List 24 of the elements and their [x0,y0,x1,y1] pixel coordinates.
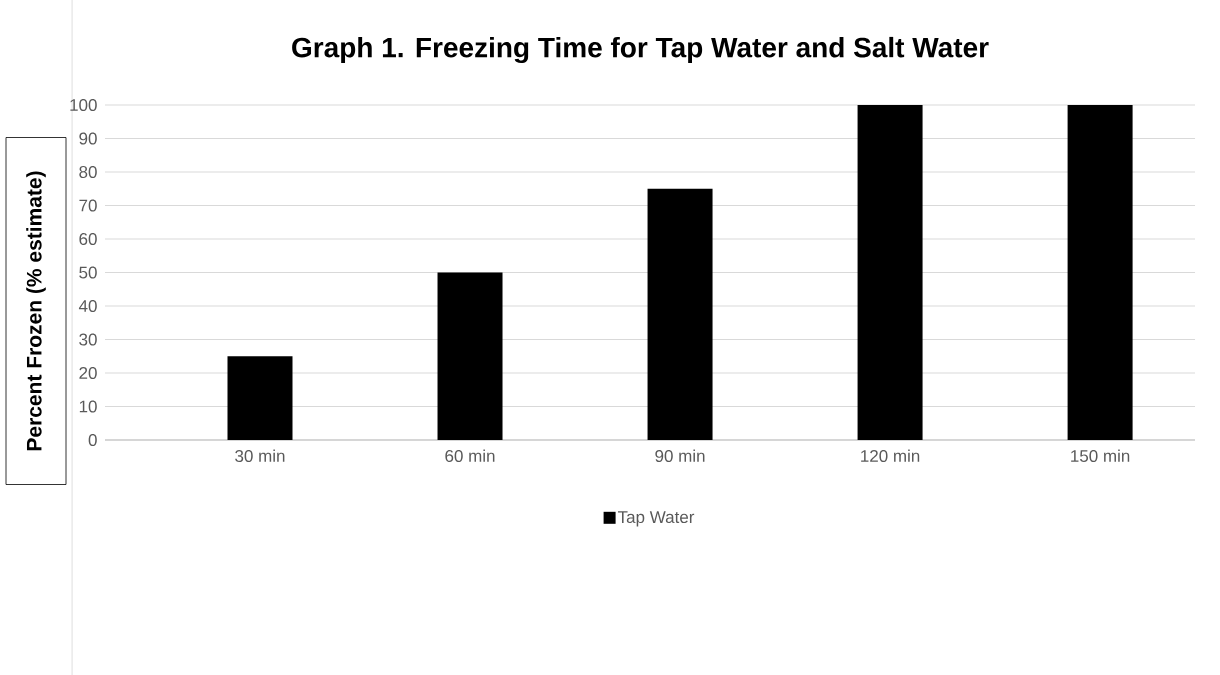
y-tick-label: 60 [79,232,97,246]
legend-label: Tap Water [617,511,695,527]
chart-title: Graph 1. Freezing Time for Tap Water and Salt Water [292,36,989,64]
y-tick-label: 30 [79,333,97,346]
y-tick-label: 50 [79,266,97,279]
y-tick-label: 70 [79,199,97,212]
x-tick-label: 60 min [445,449,495,463]
y-tick-label: 40 [78,299,97,313]
bar [1067,105,1133,441]
y-tick-label: 90 [79,132,97,145]
x-tick-label: 120 min [861,449,920,463]
bar [227,356,293,441]
bar [647,188,713,441]
x-tick-label: 90 min [655,449,705,463]
y-tick-label: 0 [88,433,97,447]
y-tick-label: 20 [79,366,97,380]
y-tick-label: 80 [79,165,97,179]
x-tick-label: 150 min [1071,449,1130,463]
y-tick-label: 100 [70,98,97,112]
y-tick-label: 10 [79,400,97,413]
x-tick-label: 30 min [235,449,285,463]
y-axis-title: Percent Frozen (% estimate) [26,171,46,451]
bar [437,272,503,441]
bar [857,105,923,441]
